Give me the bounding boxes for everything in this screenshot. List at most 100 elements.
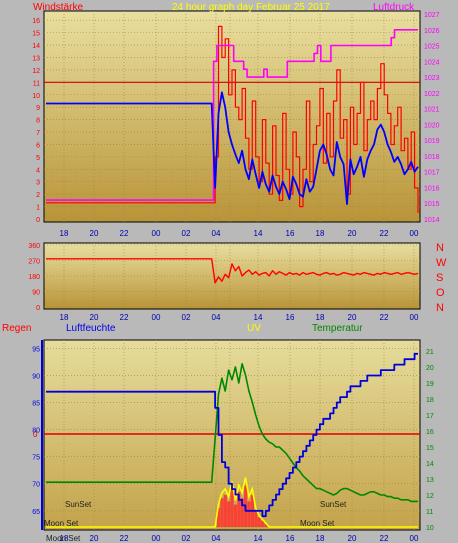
uv-label: UV xyxy=(247,323,261,334)
wind-xtick-11: 22 xyxy=(380,229,389,238)
pressure-ytick-7: 1021 xyxy=(424,107,440,114)
wind-ytick-16: 16 xyxy=(32,18,40,25)
wind-ytick-12: 12 xyxy=(32,68,40,75)
solar-bar-58 xyxy=(240,498,244,527)
temperature-ytick-8: 18 xyxy=(426,397,434,404)
direction-plot-area xyxy=(43,242,421,310)
direction-xtick-3: 00 xyxy=(152,313,161,322)
wind-ytick-5: 5 xyxy=(36,155,40,162)
temperature-ytick-7: 17 xyxy=(426,413,434,420)
direction-ytick-4: 360 xyxy=(28,243,40,250)
direction-xtick-1: 20 xyxy=(90,313,99,322)
wind-ytick-15: 15 xyxy=(32,31,40,38)
direction-xtick-10: 20 xyxy=(348,313,357,322)
direction-ytick-0: 0 xyxy=(36,305,40,312)
wind-xtick-2: 22 xyxy=(120,229,129,238)
wind-xtick-7: 14 xyxy=(254,229,263,238)
uv-line xyxy=(46,477,418,528)
astro-annotation-0: SunSet xyxy=(65,500,92,509)
solar-bar-54 xyxy=(227,501,231,527)
climate-xtick-4: 02 xyxy=(182,534,191,543)
temperature-ytick-2: 12 xyxy=(426,493,434,500)
pressure-ytick-10: 1024 xyxy=(424,59,440,66)
wind-ytick-10: 10 xyxy=(32,93,40,100)
direction-xtick-7: 14 xyxy=(254,313,263,322)
solar-bar-63 xyxy=(257,517,261,527)
astro-annotation-3: Moon Set xyxy=(300,519,335,528)
humidity-label: Luftfeuchte xyxy=(66,323,116,334)
wind-right-label: Luftdruck xyxy=(373,2,415,13)
temperature-ytick-10: 20 xyxy=(426,365,434,372)
climate-xtick-2: 22 xyxy=(120,534,129,543)
solar-bar-60 xyxy=(247,501,251,527)
wind-xtick-9: 18 xyxy=(316,229,325,238)
compass-label-3: O xyxy=(436,287,445,299)
rain-label: Regen xyxy=(2,323,31,334)
wind-direction-line xyxy=(46,258,419,284)
pressure-line xyxy=(46,29,418,201)
pressure-ytick-0: 1014 xyxy=(424,217,440,224)
humidity-ytick-6: 95 xyxy=(32,346,40,353)
wind-xtick-1: 20 xyxy=(90,229,99,238)
humidity-line xyxy=(46,352,418,518)
pressure-ytick-2: 1016 xyxy=(424,185,440,192)
direction-ytick-2: 180 xyxy=(28,274,40,281)
humidity-ytick-0: 65 xyxy=(32,509,40,516)
wind-xtick-10: 20 xyxy=(348,229,357,238)
temperature-line xyxy=(46,363,418,503)
wind-xtick-12: 00 xyxy=(410,229,419,238)
compass-label-0: N xyxy=(436,242,444,254)
humidity-ytick-3: 80 xyxy=(32,428,40,435)
pressure-ytick-4: 1018 xyxy=(424,154,440,161)
wind-xtick-8: 16 xyxy=(286,229,295,238)
pressure-ytick-8: 1022 xyxy=(424,91,440,98)
climate-xtick-5: 04 xyxy=(212,534,221,543)
wind-left-label: Windstärke xyxy=(33,2,83,13)
wind-ytick-9: 9 xyxy=(36,105,40,112)
humidity-ytick-1: 70 xyxy=(32,482,40,489)
climate-xtick-1: 20 xyxy=(90,534,99,543)
solar-bar-55 xyxy=(230,488,234,527)
compass-label-1: W xyxy=(436,257,447,269)
wind-ytick-3: 3 xyxy=(36,180,40,187)
pressure-ytick-13: 1027 xyxy=(424,12,440,19)
wind-xtick-4: 02 xyxy=(182,229,191,238)
solar-bar-62 xyxy=(254,511,258,527)
solar-bar-56 xyxy=(233,504,238,527)
solar-bar-52 xyxy=(220,498,224,527)
compass-label-2: S xyxy=(436,272,443,284)
direction-xtick-8: 16 xyxy=(286,313,295,322)
wind-title: 24 hour graph day Februar 25 2017 xyxy=(172,2,330,13)
temperature-ytick-4: 14 xyxy=(426,461,434,468)
wind-ytick-11: 11 xyxy=(33,80,40,87)
wind-xtick-0: 18 xyxy=(60,229,69,238)
climate-xtick-8: 16 xyxy=(286,534,295,543)
wind-gust-line xyxy=(46,25,419,213)
wind-ytick-0: 0 xyxy=(36,217,40,224)
pressure-ytick-9: 1023 xyxy=(424,75,440,82)
pressure-ytick-11: 1025 xyxy=(424,44,440,51)
wind-ytick-8: 8 xyxy=(36,118,40,125)
compass-label-4: N xyxy=(436,302,444,314)
temperature-ytick-11: 21 xyxy=(426,349,434,356)
direction-xtick-9: 18 xyxy=(316,313,325,322)
solar-bar-51 xyxy=(216,507,221,527)
climate-xtick-11: 22 xyxy=(380,534,389,543)
temperature-ytick-1: 11 xyxy=(426,509,433,516)
wind-ytick-2: 2 xyxy=(36,192,40,199)
wind-xtick-5: 04 xyxy=(212,229,221,238)
pressure-ytick-3: 1017 xyxy=(424,170,440,177)
wind-ytick-7: 7 xyxy=(36,130,40,137)
pressure-ytick-6: 1020 xyxy=(424,122,440,129)
direction-xtick-5: 04 xyxy=(212,313,221,322)
astro-annotation-2: SunSet xyxy=(320,500,347,509)
temperature-ytick-0: 10 xyxy=(426,525,434,532)
solar-bar-57 xyxy=(237,491,241,527)
wind-ytick-13: 13 xyxy=(32,55,40,62)
pressure-ytick-1: 1015 xyxy=(424,201,440,208)
direction-ytick-1: 90 xyxy=(32,290,40,297)
astro-annotation-1: Moon Set xyxy=(44,519,79,528)
humidity-ytick-4: 85 xyxy=(32,401,40,408)
